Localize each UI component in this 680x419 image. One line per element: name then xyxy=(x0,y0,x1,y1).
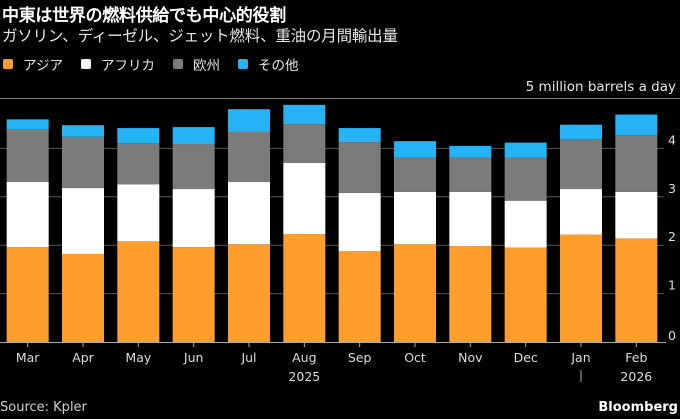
x-tick-label: Aug xyxy=(292,350,316,365)
bar-segment-feb-3 xyxy=(615,114,658,136)
year-label: 2025 xyxy=(288,369,320,384)
bar-segment-jan-0 xyxy=(560,234,602,342)
bar-segment-may-0 xyxy=(117,241,160,342)
unit-label: 5 million barrels a day xyxy=(525,79,676,95)
legend: アジア アフリカ 欧州 その他 xyxy=(2,54,315,74)
bar-segment-jan-2 xyxy=(560,139,602,190)
bar-segment-mar-3 xyxy=(6,119,49,130)
bar-segment-nov-1 xyxy=(449,191,492,247)
bar-segment-jun-3 xyxy=(172,127,215,145)
legend-label-europe: 欧州 xyxy=(192,58,220,74)
bar-segment-apr-1 xyxy=(62,188,104,254)
bar-segment-may-3 xyxy=(117,128,160,144)
bar-segment-feb-0 xyxy=(615,238,658,342)
bar-segment-jun-1 xyxy=(172,189,215,248)
source-note: Source: Kpler xyxy=(0,400,87,415)
bloomberg-logo: Bloomberg xyxy=(598,400,678,415)
y-tick-label: 0 xyxy=(668,328,676,343)
legend-item-africa: アフリカ xyxy=(80,54,155,74)
bar-segment-mar-2 xyxy=(6,129,49,182)
x-tick-label: Jul xyxy=(240,350,256,365)
bar-segment-may-1 xyxy=(117,184,160,242)
bar-segment-sep-1 xyxy=(338,192,381,252)
bar-segment-may-2 xyxy=(117,143,160,185)
bar-segment-aug-1 xyxy=(283,162,326,235)
bar-segment-nov-2 xyxy=(449,157,492,192)
y-tick-label: 4 xyxy=(668,132,676,147)
y-tick-label: 3 xyxy=(668,181,676,196)
legend-label-asia: アジア xyxy=(23,58,63,74)
bars xyxy=(6,104,658,342)
axes: 0 1 2 3 4 Mar Apr May Jun Jul Aug Sep Oct Nov Dec Jan Fe… xyxy=(0,132,676,384)
legend-swatch-other xyxy=(237,59,248,69)
bar-segment-nov-0 xyxy=(449,246,492,342)
year-label: 2026 xyxy=(620,369,652,384)
bar-segment-dec-3 xyxy=(504,142,547,158)
x-tick-label: Dec xyxy=(514,350,538,365)
x-tick-label: Mar xyxy=(16,350,40,365)
chart-title: 中東は世界の燃料供給でも中心的役割 xyxy=(2,6,286,26)
bar-segment-oct-0 xyxy=(394,244,436,342)
bar-segment-jul-2 xyxy=(228,131,270,182)
bar-segment-aug-3 xyxy=(283,104,326,125)
x-tick-label: Oct xyxy=(404,350,426,365)
legend-swatch-europe xyxy=(172,59,183,69)
bar-segment-dec-1 xyxy=(504,200,547,248)
bar-segment-jul-3 xyxy=(228,109,270,132)
bar-segment-jun-0 xyxy=(172,247,215,342)
bar-segment-jun-2 xyxy=(172,144,215,190)
legend-swatch-africa xyxy=(80,59,91,69)
bar-segment-sep-3 xyxy=(338,128,381,143)
legend-label-africa: アフリカ xyxy=(100,58,155,74)
bar-segment-dec-2 xyxy=(504,157,547,201)
bar-segment-jan-3 xyxy=(560,124,602,140)
bar-segment-sep-0 xyxy=(338,251,381,342)
bar-segment-mar-1 xyxy=(6,181,49,248)
legend-label-other: その他 xyxy=(257,58,299,74)
bar-segment-nov-3 xyxy=(449,145,492,158)
x-tick-label: Jun xyxy=(183,350,204,365)
bar-segment-apr-2 xyxy=(62,136,104,189)
x-tick-label: Feb xyxy=(625,350,647,365)
bar-segment-jul-0 xyxy=(228,244,270,342)
bar-segment-aug-0 xyxy=(283,234,326,342)
bar-segment-sep-2 xyxy=(338,142,381,193)
bar-segment-jan-1 xyxy=(560,189,602,235)
bar-segment-oct-2 xyxy=(394,157,436,192)
gridlines xyxy=(0,147,664,295)
bar-segment-feb-1 xyxy=(615,191,658,239)
legend-swatch-asia xyxy=(3,59,13,69)
x-tick-label: Nov xyxy=(458,350,483,365)
legend-item-other: その他 xyxy=(237,54,299,74)
bar-segment-oct-3 xyxy=(394,141,436,158)
bar-segment-aug-2 xyxy=(283,124,326,163)
legend-item-europe: 欧州 xyxy=(172,54,220,74)
y-tick-label: 1 xyxy=(668,278,676,293)
x-tick-label: May xyxy=(125,350,151,365)
chart-subtitle: ガソリン、ディーゼル、ジェット燃料、重油の月間輸出量 xyxy=(2,27,398,45)
x-tick-label: Sep xyxy=(348,350,372,365)
x-tick-label: Jan xyxy=(570,350,590,365)
y-tick-label: 2 xyxy=(668,229,676,244)
bar-segment-mar-0 xyxy=(6,247,49,342)
bar-segment-apr-0 xyxy=(62,253,104,342)
x-tick-label: Apr xyxy=(72,350,94,365)
bar-segment-apr-3 xyxy=(62,125,104,137)
bar-segment-dec-0 xyxy=(504,247,547,342)
legend-item-asia: アジア xyxy=(2,54,63,74)
bar-segment-oct-1 xyxy=(394,191,436,245)
bar-segment-jul-1 xyxy=(228,181,270,245)
bar-segment-feb-2 xyxy=(615,135,658,192)
